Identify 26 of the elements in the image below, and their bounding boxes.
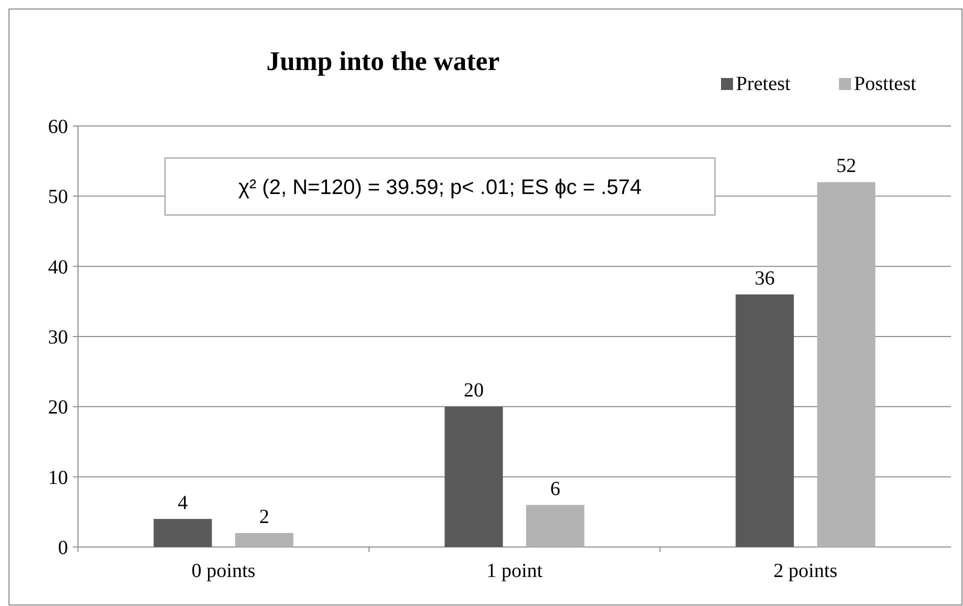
y-tick-label: 30: [48, 326, 68, 348]
data-label: 52: [836, 155, 856, 178]
bar: [154, 518, 212, 547]
data-label: 20: [464, 380, 484, 402]
annotation: χ² (2, N=120) = 39.59; p< .01; ES ϕc = .574: [238, 176, 642, 199]
x-tick-label: 1 point: [486, 560, 543, 582]
bar: [235, 532, 294, 547]
y-tick-label: 20: [48, 396, 68, 419]
bar: [736, 294, 794, 547]
data-label: 6: [550, 478, 560, 500]
legend-label: Posttest: [854, 73, 917, 95]
y-tick-label: 40: [48, 256, 68, 278]
y-tick-label: 50: [48, 186, 68, 208]
data-label: 36: [754, 267, 775, 290]
bar: [444, 406, 503, 547]
data-label: 2: [259, 506, 270, 528]
x-tick-label: 2 points: [774, 560, 838, 582]
bar: [526, 504, 584, 547]
y-tick-label: 10: [48, 466, 68, 489]
y-tick-label: 0: [58, 537, 68, 559]
bar: [817, 182, 876, 547]
x-tick-label: 0 points: [192, 560, 256, 582]
y-tick-label: 60: [48, 116, 68, 138]
legend-label: Pretest: [736, 73, 791, 95]
chart-title: Jump into the water: [266, 46, 500, 76]
data-label: 4: [178, 492, 188, 514]
